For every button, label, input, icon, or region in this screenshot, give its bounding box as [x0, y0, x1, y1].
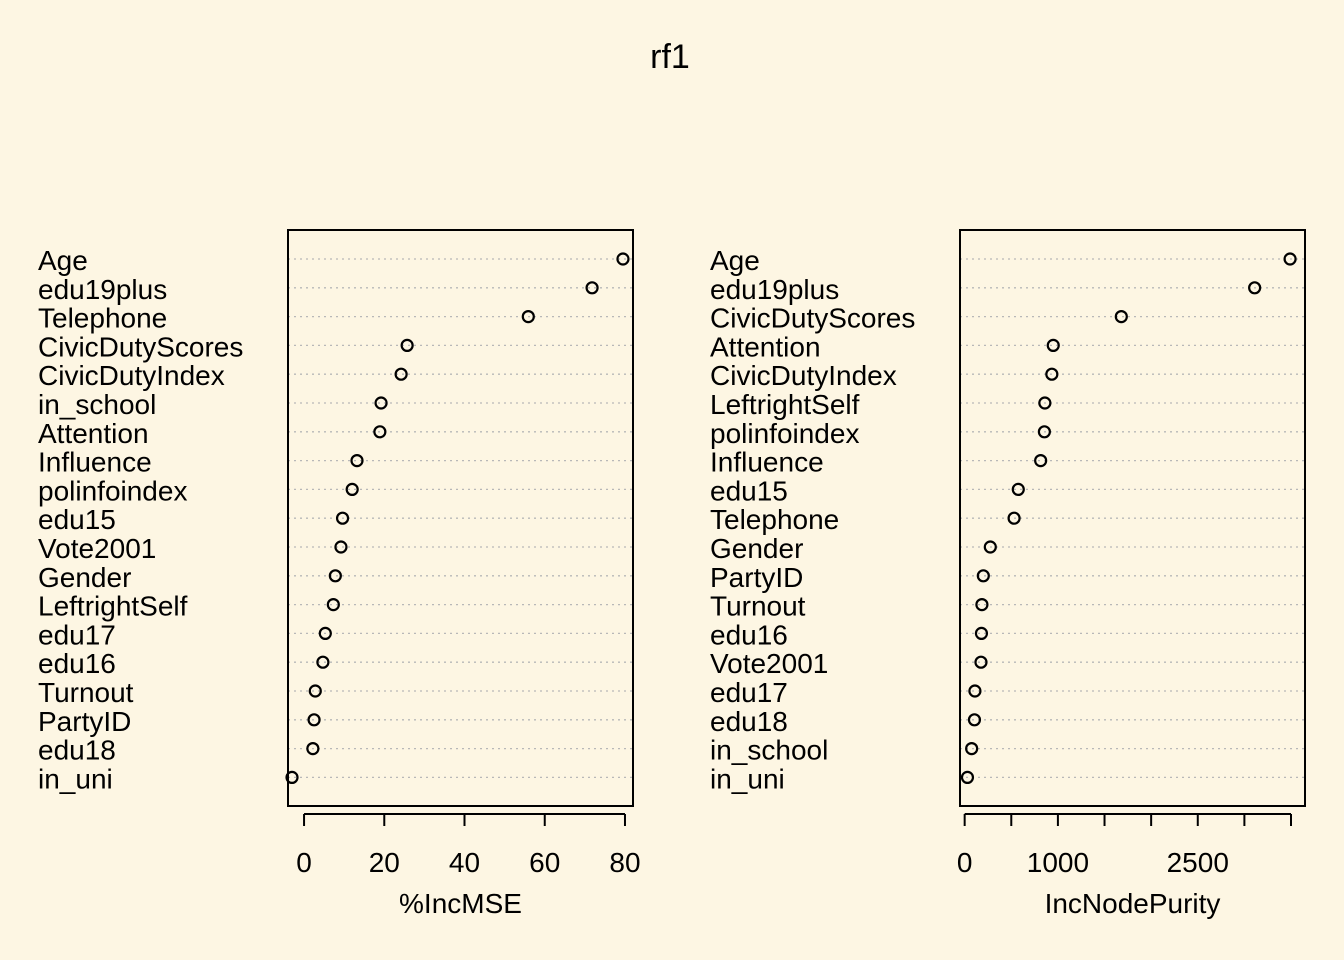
category-label: Gender: [710, 533, 803, 564]
data-point: [306, 741, 320, 756]
data-point: [1011, 482, 1025, 496]
data-point: [1007, 511, 1021, 525]
category-label: edu17: [710, 677, 788, 708]
data-point: [373, 425, 387, 439]
data-point: [968, 684, 982, 698]
data-point: [1046, 338, 1060, 352]
category-label: Influence: [38, 447, 152, 478]
category-label: LeftrightSelf: [38, 591, 188, 622]
category-label: Age: [710, 245, 760, 276]
data-point: [585, 281, 599, 295]
category-label: PartyID: [710, 562, 803, 593]
x-tick-label: 40: [449, 847, 480, 878]
data-point: [1045, 367, 1059, 381]
data-point: [975, 597, 989, 612]
data-point: [394, 367, 408, 381]
x-axis-title: IncNodePurity: [1045, 888, 1221, 919]
category-label: in_uni: [710, 763, 785, 794]
category-label: edu19plus: [710, 274, 839, 305]
plot-frame: [959, 229, 1306, 807]
category-label: CivicDutyIndex: [710, 360, 897, 391]
x-tick-label: 80: [609, 847, 640, 878]
data-point: [318, 626, 332, 641]
category-label: edu16: [710, 619, 788, 650]
data-point: [307, 713, 321, 727]
data-point: [983, 540, 997, 554]
category-label: edu18: [38, 735, 116, 766]
data-point: [1034, 454, 1048, 468]
category-label: in_school: [38, 389, 156, 420]
incmse-panel: Ageedu19plusTelephoneCivicDutyScoresCivi…: [38, 229, 641, 919]
data-point: [976, 569, 990, 583]
data-point: [960, 770, 975, 785]
category-label: CivicDutyScores: [710, 303, 915, 334]
data-point: [616, 252, 630, 266]
incnodepurity-panel: Ageedu19plusCivicDutyScoresAttentionCivi…: [710, 229, 1306, 919]
data-point: [1114, 310, 1128, 324]
category-label: CivicDutyIndex: [38, 360, 225, 391]
data-point: [521, 310, 535, 324]
category-label: Turnout: [710, 591, 806, 622]
category-label: Turnout: [38, 677, 134, 708]
data-point: [1283, 252, 1297, 266]
category-label: polinfoindex: [38, 475, 187, 506]
category-label: edu19plus: [38, 274, 167, 305]
category-label: edu18: [710, 706, 788, 737]
category-label: Attention: [710, 331, 821, 362]
category-label: polinfoindex: [710, 418, 859, 449]
category-label: Telephone: [38, 303, 167, 334]
category-label: edu16: [38, 648, 116, 679]
data-point: [328, 569, 342, 583]
data-point: [350, 454, 364, 468]
category-label: Influence: [710, 447, 824, 478]
data-point: [974, 655, 988, 669]
category-label: Age: [38, 245, 88, 276]
category-label: edu15: [38, 504, 116, 535]
data-point: [974, 626, 989, 641]
figure-title: rf1: [650, 38, 690, 76]
category-label: Gender: [38, 562, 131, 593]
x-tick-label: 0: [296, 847, 312, 878]
x-tick-label: 1000: [1027, 847, 1089, 878]
x-tick-label: 0: [957, 847, 973, 878]
x-tick-label: 60: [529, 847, 560, 878]
data-point: [967, 713, 982, 727]
data-point: [335, 511, 350, 525]
category-label: LeftrightSelf: [710, 389, 860, 420]
category-label: in_uni: [38, 763, 113, 794]
category-label: Vote2001: [710, 648, 828, 679]
data-point: [316, 655, 330, 669]
data-point: [400, 338, 414, 352]
category-label: in_school: [710, 735, 828, 766]
category-label: edu15: [710, 475, 788, 506]
data-point: [1248, 281, 1262, 295]
x-tick-label: 20: [369, 847, 400, 878]
x-tick-label: 2500: [1167, 847, 1229, 878]
x-axis-title: %IncMSE: [399, 888, 522, 919]
data-point: [326, 597, 340, 612]
category-label: Vote2001: [38, 533, 156, 564]
category-label: PartyID: [38, 706, 131, 737]
data-point: [1037, 425, 1051, 439]
category-label: Telephone: [710, 504, 839, 535]
category-label: Attention: [38, 418, 149, 449]
data-point: [285, 770, 299, 785]
data-point: [345, 482, 359, 496]
data-point: [374, 396, 388, 410]
category-label: CivicDutyScores: [38, 331, 243, 362]
data-point: [1038, 396, 1052, 410]
data-point: [965, 741, 979, 756]
plot-frame: [287, 229, 634, 807]
data-point: [308, 684, 322, 698]
data-point: [334, 540, 348, 554]
category-label: edu17: [38, 619, 116, 650]
